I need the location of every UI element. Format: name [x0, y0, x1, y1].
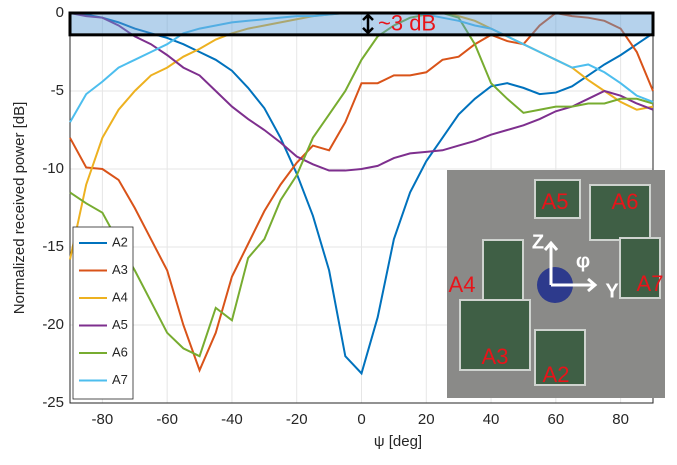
inset-axes — [543, 240, 598, 293]
inset-board — [619, 237, 661, 299]
legend-label: A5 — [112, 317, 128, 332]
inset-label: A4 — [449, 272, 476, 297]
x-tick-label: -20 — [286, 411, 308, 428]
x-axis-label: ψ [deg] — [374, 433, 422, 450]
legend-label: A7 — [112, 372, 128, 387]
y-tick-label: -25 — [42, 394, 64, 411]
legend-label: A4 — [112, 289, 128, 304]
data-line — [69, 11, 654, 358]
y-tick-label: -20 — [42, 316, 64, 333]
inset-board — [459, 299, 531, 371]
legend: A2 A3 A4 A5 A6 A7 — [72, 226, 134, 400]
inset-photo: A5 A6 Zφ A4 Y A7 A3 A2 — [447, 170, 665, 398]
inset-label: A6 — [612, 189, 639, 214]
x-tick-label: 40 — [483, 411, 500, 428]
x-tick-label: 60 — [547, 411, 564, 428]
y-tick-label: -15 — [42, 238, 64, 255]
inset-label: φ — [576, 250, 590, 272]
x-tick-label: -60 — [156, 411, 178, 428]
legend-label: A6 — [112, 344, 128, 359]
inset-label: Y — [605, 280, 619, 302]
x-tick-label: -40 — [221, 411, 243, 428]
y-axis-label: Normalized received power [dB] — [11, 102, 28, 315]
legend-box — [72, 226, 134, 400]
x-tick-label: 20 — [418, 411, 435, 428]
y-tick-label: -5 — [51, 82, 64, 99]
inset-label: A5 — [542, 189, 569, 214]
x-tick-label: 0 — [357, 411, 365, 428]
y-tick-label: -10 — [42, 160, 64, 177]
inset-label: A2 — [543, 362, 570, 387]
x-tick-label: 80 — [612, 411, 629, 428]
highlight-band — [68, 11, 655, 37]
inset-board — [534, 329, 586, 386]
inset-label: A7 — [637, 271, 664, 296]
legend-label: A3 — [112, 262, 128, 277]
inset-label: A3 — [482, 344, 509, 369]
inset-board — [534, 179, 581, 219]
data-line — [69, 12, 654, 172]
band-label: ~3 dB — [378, 11, 436, 36]
inset-board — [482, 239, 524, 306]
inset-label: Z — [532, 231, 544, 253]
data-line — [69, 12, 654, 376]
y-tick-label: 0 — [56, 4, 64, 21]
x-tick-label: -80 — [92, 411, 114, 428]
inset-board — [589, 184, 651, 241]
band-arrow — [362, 13, 374, 35]
legend-label: A2 — [112, 234, 128, 249]
